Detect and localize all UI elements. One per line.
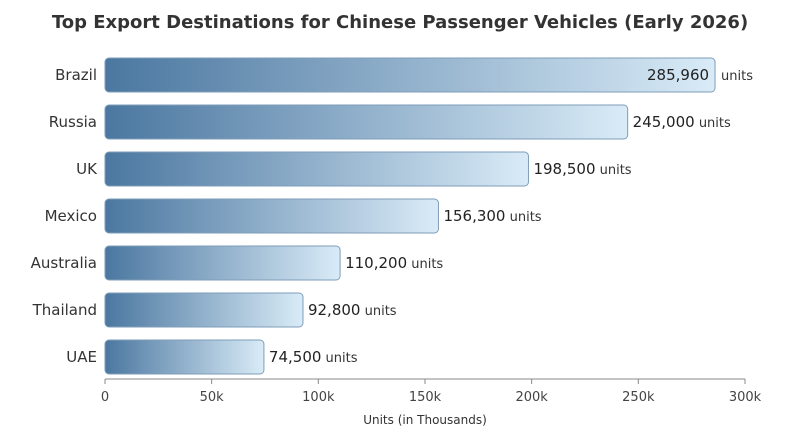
x-tick-label: 300k	[729, 390, 762, 405]
data-label-value: 92,800	[308, 301, 361, 319]
data-label-unit: units	[595, 163, 631, 178]
x-axis: 0 50k 100k 150k 200k 250k 300k	[101, 378, 762, 405]
bar	[104, 151, 529, 187]
bars-layer: Brazil 285,960 units Russia 245,000 units UK 1…	[31, 57, 753, 375]
x-tick-label: 150k	[409, 390, 442, 405]
data-label: 74,500 units	[269, 348, 358, 366]
data-label-value: 74,500	[269, 348, 322, 366]
data-label-unit: units	[360, 304, 396, 319]
data-label-unit: units	[407, 257, 443, 272]
data-label-unit: units	[321, 351, 357, 366]
x-tick-label: 100k	[302, 390, 335, 405]
x-tick-label: 250k	[622, 390, 655, 405]
data-label-unit: units	[721, 69, 753, 84]
data-label-value: 198,500	[533, 160, 595, 178]
data-label: 198,500 units	[533, 160, 631, 178]
x-tick-label: 0	[101, 390, 109, 405]
category-label: Thailand	[32, 301, 97, 319]
x-axis-title: Units (in Thousands)	[363, 413, 487, 427]
bar	[104, 57, 716, 93]
category-label: Brazil	[55, 66, 97, 84]
data-label-value: 245,000	[633, 113, 695, 131]
x-tick-label: 200k	[515, 390, 548, 405]
data-label: 156,300 units	[443, 207, 541, 225]
bar	[104, 104, 629, 140]
data-label: 245,000 units	[633, 113, 731, 131]
data-label: 110,200 units	[345, 254, 443, 272]
data-label-value: 110,200	[345, 254, 407, 272]
data-label-value: 285,960	[647, 66, 709, 84]
data-label: 92,800 units	[308, 301, 397, 319]
bar	[104, 245, 341, 281]
category-label: UK	[76, 160, 98, 178]
category-label: Australia	[31, 254, 97, 272]
category-label: UAE	[66, 348, 97, 366]
data-label-value: 156,300	[443, 207, 505, 225]
data-label-unit: units	[695, 116, 731, 131]
x-tick-label: 50k	[200, 390, 225, 405]
data-label-unit: units	[505, 210, 541, 225]
chart-title: Top Export Destinations for Chinese Pass…	[52, 12, 748, 33]
bar	[104, 339, 265, 375]
bar	[104, 198, 439, 234]
data-label: 285,960	[647, 66, 709, 84]
category-label: Mexico	[45, 207, 97, 225]
bar	[104, 292, 304, 328]
category-label: Russia	[49, 113, 97, 131]
